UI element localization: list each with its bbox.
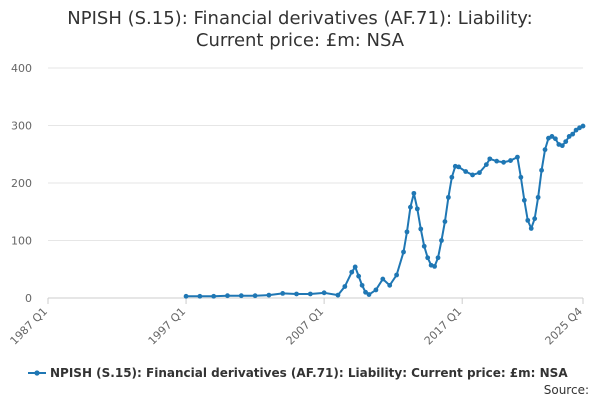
data-point[interactable] (387, 282, 393, 288)
source-label[interactable]: Source: (544, 383, 589, 397)
data-point[interactable] (394, 272, 400, 278)
data-point[interactable] (197, 293, 203, 299)
data-point[interactable] (539, 167, 544, 173)
data-point[interactable] (321, 290, 327, 296)
data-point[interactable] (225, 293, 230, 299)
data-point[interactable] (521, 197, 527, 203)
chart-title-line-2: Current price: £m: NSA (196, 30, 405, 51)
y-gridlines (48, 67, 583, 241)
x-tick-label: 2025 Q4 (543, 305, 586, 348)
data-point[interactable] (349, 269, 355, 275)
data-point[interactable] (342, 284, 348, 289)
data-point[interactable] (487, 156, 493, 162)
data-point[interactable] (432, 263, 437, 269)
legend-point-marker (34, 370, 40, 376)
data-point[interactable] (463, 169, 469, 174)
data-point[interactable] (411, 190, 417, 196)
data-point[interactable] (404, 229, 410, 235)
data-point[interactable] (401, 249, 406, 255)
data-point[interactable] (335, 292, 341, 298)
data-point[interactable] (552, 136, 558, 142)
data-point[interactable] (542, 147, 548, 153)
y-tick-label: 400 (11, 62, 32, 75)
data-point[interactable] (414, 206, 420, 212)
data-point[interactable] (532, 216, 538, 222)
data-point[interactable] (307, 291, 313, 297)
data-point[interactable] (294, 291, 299, 297)
legend[interactable]: NPISH (S.15): Financial derivatives (AF.… (28, 366, 568, 380)
data-point[interactable] (425, 255, 431, 261)
data-point[interactable] (580, 123, 586, 129)
data-point[interactable] (373, 287, 379, 293)
data-point[interactable] (508, 158, 513, 163)
data-point[interactable] (528, 226, 534, 231)
data-point[interactable] (408, 204, 413, 210)
data-point[interactable] (266, 292, 272, 298)
data-point[interactable] (549, 134, 555, 139)
x-tick-label: 2007 Q1 (284, 305, 327, 348)
legend-series-label: NPISH (S.15): Financial derivatives (AF.… (50, 366, 568, 380)
y-tick-label: 0 (25, 292, 32, 305)
y-axis: 0 100 200 300 400 (11, 62, 32, 305)
data-point[interactable] (421, 243, 427, 249)
x-axis: 1987 Q1 1997 Q1 2007 Q1 2017 Q1 2025 Q4 (8, 297, 586, 348)
data-point[interactable] (449, 174, 455, 180)
data-point[interactable] (535, 194, 541, 200)
data-point[interactable] (501, 159, 507, 165)
data-point[interactable] (445, 194, 451, 200)
data-point[interactable] (483, 162, 489, 168)
y-tick-label: 300 (11, 120, 32, 133)
data-point[interactable] (352, 264, 358, 270)
series-plot (183, 123, 586, 299)
data-point[interactable] (570, 131, 576, 137)
data-point[interactable] (477, 170, 482, 176)
chart-title: NPISH (S.15): Financial derivatives (AF.… (67, 8, 532, 51)
data-point[interactable] (238, 293, 244, 299)
x-tick-label: 1997 Q1 (146, 305, 189, 348)
data-point[interactable] (356, 273, 362, 279)
data-point[interactable] (563, 139, 569, 145)
data-point[interactable] (442, 219, 448, 224)
series-line (186, 125, 584, 298)
data-point[interactable] (359, 282, 365, 288)
data-point[interactable] (559, 143, 565, 149)
data-point[interactable] (525, 217, 531, 223)
y-tick-label: 200 (11, 177, 32, 190)
data-point[interactable] (380, 276, 386, 282)
data-point[interactable] (515, 154, 520, 160)
data-point[interactable] (211, 293, 217, 299)
data-point[interactable] (280, 291, 286, 296)
data-point[interactable] (566, 134, 572, 139)
y-tick-label: 100 (11, 235, 32, 248)
data-point[interactable] (252, 293, 258, 299)
x-tick-label: 1987 Q1 (8, 305, 51, 348)
data-point[interactable] (518, 174, 524, 180)
data-point[interactable] (418, 226, 424, 232)
data-point[interactable] (494, 158, 500, 164)
data-point[interactable] (363, 289, 368, 295)
x-tick-label: 2017 Q1 (422, 305, 465, 348)
data-point[interactable] (366, 292, 372, 297)
chart-title-line-1: NPISH (S.15): Financial derivatives (AF.… (67, 8, 532, 29)
data-point[interactable] (183, 293, 189, 299)
data-point[interactable] (439, 238, 444, 243)
data-point[interactable] (456, 164, 462, 170)
data-point[interactable] (573, 127, 579, 133)
data-point[interactable] (470, 172, 475, 178)
data-point[interactable] (435, 255, 441, 261)
